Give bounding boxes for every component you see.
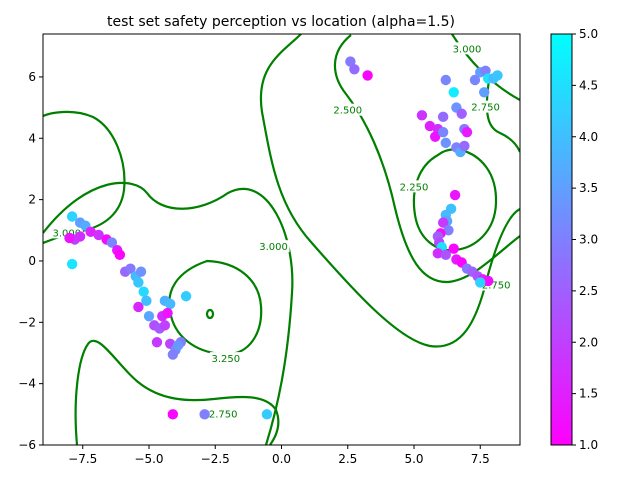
data-point <box>114 249 126 261</box>
y-tick-label: −2 <box>18 315 36 329</box>
x-tick-label: −7.5 <box>68 452 97 466</box>
data-point <box>180 291 192 302</box>
data-point <box>449 189 461 201</box>
colorbar-axis: 1.0 1.5 2.0 2.5 3.0 3.5 4.0 4.5 5.0 <box>572 27 598 452</box>
contour-label: 3.000 <box>453 44 482 55</box>
y-tick-label: 4 <box>28 131 36 145</box>
contour-label-bg <box>451 42 483 55</box>
data-point <box>141 295 152 307</box>
colorbar-tick-label: 1.5 <box>579 387 598 401</box>
data-point <box>424 120 436 132</box>
data-point <box>93 229 104 241</box>
colorbar-tick-label: 3.0 <box>579 233 598 247</box>
contour-line <box>74 339 280 445</box>
colorbar-tick-label: 5.0 <box>579 27 598 41</box>
data-point <box>437 111 449 123</box>
contour-label-bg <box>331 103 364 116</box>
colorbar <box>550 33 573 446</box>
data-point <box>440 249 451 261</box>
data-point <box>162 307 173 319</box>
colorbar-tick-label: 4.5 <box>579 78 598 92</box>
y-tick-label: 2 <box>28 193 36 207</box>
contour-label-bg <box>209 352 242 365</box>
y-tick-label: −4 <box>18 377 36 391</box>
y-tick-label: −6 <box>18 438 36 452</box>
data-point <box>443 225 454 236</box>
data-point <box>74 231 86 242</box>
data-point <box>165 298 176 310</box>
data-point <box>66 211 78 222</box>
colorbar-tick-label: 2.5 <box>579 284 598 298</box>
contour-line <box>333 34 520 284</box>
colorbar-tick-label: 2.0 <box>579 335 598 349</box>
data-point <box>135 266 147 277</box>
data-point <box>440 137 451 149</box>
data-point <box>461 126 473 138</box>
data-point <box>459 140 470 152</box>
data-point <box>261 409 273 420</box>
data-point <box>437 217 449 228</box>
contour-label: 2.250 <box>400 182 429 193</box>
contour-line <box>205 308 215 320</box>
data-point <box>475 277 486 288</box>
data-point <box>64 232 75 244</box>
data-point <box>479 87 490 98</box>
y-tick-label: 0 <box>28 254 36 268</box>
data-point <box>432 248 444 259</box>
x-tick-label: −2.5 <box>201 452 230 466</box>
data-point <box>430 131 441 142</box>
data-point <box>66 258 78 270</box>
data-point <box>133 301 144 313</box>
x-tick-label: 7.5 <box>471 452 490 466</box>
y-axis: −6 −4 −2 0 2 4 6 <box>18 70 43 452</box>
data-point <box>448 243 459 254</box>
contour-label-bg <box>207 407 240 420</box>
data-point <box>199 409 210 420</box>
contour-label-bg <box>257 240 290 253</box>
contour-label: 3.000 <box>259 242 288 253</box>
data-point <box>125 263 136 274</box>
data-point <box>492 70 503 81</box>
contour-label: 2.750 <box>482 281 511 292</box>
data-point <box>151 337 163 348</box>
data-point <box>448 87 459 98</box>
colorbar-tick-label: 3.5 <box>579 181 598 195</box>
contour-label: 2.750 <box>471 103 500 114</box>
colorbar-tick-label: 4.0 <box>579 130 598 144</box>
contour-label: 2.750 <box>209 409 238 420</box>
data-point <box>362 70 373 81</box>
data-point <box>440 74 451 86</box>
data-point <box>106 237 118 248</box>
x-axis: −7.5 −5.0 −2.5 0.0 2.5 5.0 7.5 <box>68 445 490 466</box>
data-point <box>172 340 184 351</box>
data-point <box>167 409 179 420</box>
data-point <box>483 275 494 287</box>
data-point <box>416 110 428 121</box>
contour-line <box>43 181 294 445</box>
contour-label: 2.500 <box>333 106 362 117</box>
contour-label-bg <box>469 100 502 113</box>
colorbar-tick-label: 1.0 <box>579 438 598 452</box>
data-point <box>437 126 449 138</box>
data-points <box>64 56 503 420</box>
contour-label-bg <box>398 180 430 193</box>
data-point <box>85 226 96 238</box>
contour-label: 3.250 <box>212 354 241 365</box>
x-tick-label: 0.0 <box>272 452 291 466</box>
data-point <box>345 56 356 67</box>
data-point <box>167 349 179 360</box>
data-point <box>456 108 467 119</box>
x-tick-label: 2.5 <box>338 452 357 466</box>
data-point <box>349 64 360 75</box>
data-point <box>133 277 144 288</box>
x-tick-label: 5.0 <box>404 452 423 466</box>
data-point <box>138 286 149 297</box>
x-tick-label: −5.0 <box>134 452 163 466</box>
data-point <box>159 320 171 331</box>
data-point <box>143 310 155 322</box>
y-tick-label: 6 <box>28 70 36 84</box>
data-point <box>469 74 481 86</box>
chart-title: test set safety perception vs location (… <box>107 14 455 30</box>
